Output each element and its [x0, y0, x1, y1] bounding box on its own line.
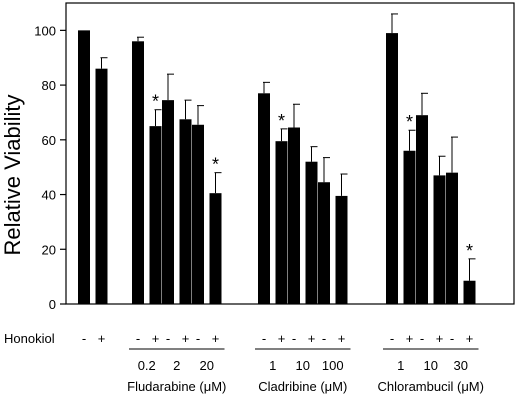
honokiol-sign: - — [196, 331, 200, 346]
significance-asterisk: * — [212, 155, 219, 175]
bar — [463, 280, 476, 304]
y-tick-label: 60 — [42, 133, 56, 148]
bar — [192, 124, 204, 304]
bar — [78, 30, 90, 304]
bar — [209, 193, 222, 304]
honokiol-sign: + — [152, 331, 160, 346]
honokiol-sign: + — [278, 331, 286, 346]
bar — [386, 33, 398, 304]
bar — [433, 175, 446, 304]
honokiol-sign: + — [212, 331, 220, 346]
bar — [335, 195, 348, 304]
honokiol-sign: + — [98, 331, 106, 346]
dose-label: 10 — [424, 358, 438, 373]
bar — [275, 141, 288, 304]
dose-label: 100 — [322, 358, 344, 373]
bar — [162, 100, 174, 305]
y-tick-label: 20 — [42, 242, 56, 257]
honokiol-sign: + — [436, 331, 444, 346]
dose-label: 1 — [269, 358, 276, 373]
bar — [288, 127, 300, 304]
dose-label: 2 — [173, 358, 180, 373]
honokiol-sign: + — [406, 331, 414, 346]
drug-label: Cladribine (μM) — [258, 379, 347, 394]
bar — [95, 68, 108, 304]
significance-asterisk: * — [278, 111, 285, 131]
bar — [132, 41, 144, 305]
y-tick-label: 80 — [42, 78, 56, 93]
honokiol-sign: + — [338, 331, 346, 346]
honokiol-sign: - — [82, 331, 86, 346]
bar — [403, 150, 416, 304]
bars: * * * * * — [78, 13, 476, 305]
y-tick-label: 100 — [34, 23, 56, 38]
dose-label: 30 — [454, 358, 468, 373]
honokiol-sign: + — [466, 331, 474, 346]
dose-label: 1 — [397, 358, 404, 373]
honokiol-sign: + — [308, 331, 316, 346]
honokiol-sign: - — [322, 331, 326, 346]
honokiol-row-label: Honokiol — [4, 331, 55, 346]
honokiol-sign: - — [420, 331, 424, 346]
bar — [305, 161, 318, 304]
bar — [258, 93, 270, 304]
bar — [149, 126, 162, 305]
drug-label: Fludarabine (μM) — [127, 379, 226, 394]
drug-label: Chlorambucil (μM) — [378, 379, 484, 394]
honokiol-sign: - — [292, 331, 296, 346]
honokiol-sign: - — [262, 331, 266, 346]
dose-label: 20 — [200, 358, 214, 373]
significance-asterisk: * — [406, 112, 413, 132]
bar — [416, 115, 428, 304]
significance-asterisk: * — [152, 92, 159, 112]
honokiol-sign: - — [136, 331, 140, 346]
bar — [318, 182, 330, 304]
bar — [446, 172, 458, 304]
honokiol-sign: - — [166, 331, 170, 346]
honokiol-sign: - — [390, 331, 394, 346]
dose-label: 0.2 — [138, 358, 156, 373]
honokiol-sign: + — [182, 331, 190, 346]
honokiol-sign: - — [450, 331, 454, 346]
bar — [179, 119, 192, 304]
significance-asterisk: * — [466, 241, 473, 261]
y-axis-label: Relative Viability — [0, 94, 25, 255]
y-tick-label: 40 — [42, 188, 56, 203]
dose-label: 10 — [296, 358, 310, 373]
y-tick-label: 0 — [49, 297, 56, 312]
